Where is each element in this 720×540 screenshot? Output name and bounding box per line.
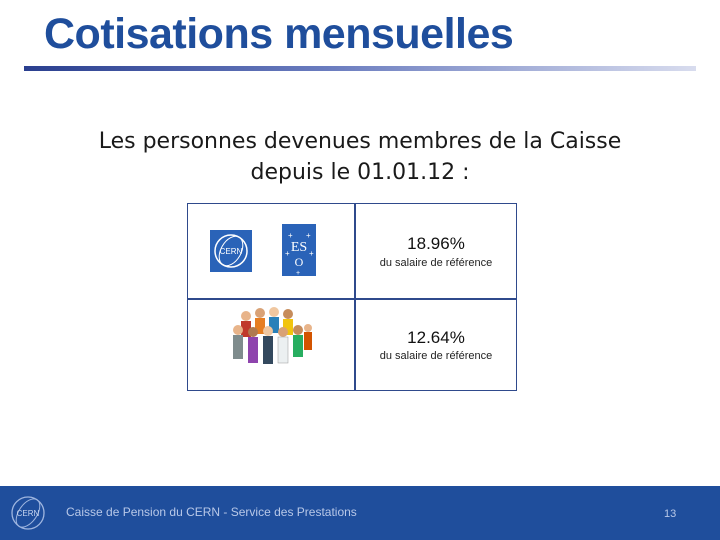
slide-subtitle: Les personnes devenues membres de la Cai… xyxy=(60,126,660,188)
rate-member-note: du salaire de référence xyxy=(379,350,493,362)
title-underline xyxy=(24,66,696,71)
svg-text:ES: ES xyxy=(291,240,307,255)
people-group-icon xyxy=(226,304,316,372)
rate-employer-note: du salaire de référence xyxy=(379,257,493,269)
svg-text:CERN: CERN xyxy=(220,247,243,256)
subtitle-line-1: Les personnes devenues membres de la Cai… xyxy=(98,129,622,154)
subtitle-line-2: depuis le 01.01.12 : xyxy=(250,160,470,185)
footer-text: Caisse de Pension du CERN - Service des … xyxy=(66,505,357,519)
footer-bar: CERN Caisse de Pension du CERN - Service… xyxy=(0,486,720,540)
table-divider-vertical xyxy=(354,204,356,390)
svg-text:+: + xyxy=(306,231,311,240)
svg-text:+: + xyxy=(296,270,300,276)
slide-title: Cotisations mensuelles xyxy=(44,10,514,58)
svg-text:+: + xyxy=(309,249,314,258)
svg-text:+: + xyxy=(285,249,290,258)
employer-logos-icon: CERN + + ES O + + + xyxy=(208,224,328,277)
svg-text:O: O xyxy=(295,255,304,269)
svg-text:CERN: CERN xyxy=(17,509,40,518)
rate-employer: 18.96% xyxy=(407,234,465,253)
cern-logo-icon: CERN xyxy=(8,492,48,534)
svg-text:+: + xyxy=(288,231,293,240)
table-divider-horizontal xyxy=(188,298,516,300)
contribution-table: CERN + + ES O + + + 18.96% du salaire de… xyxy=(187,203,517,391)
page-number: 13 xyxy=(664,508,677,520)
rate-member: 12.64% xyxy=(407,328,465,347)
